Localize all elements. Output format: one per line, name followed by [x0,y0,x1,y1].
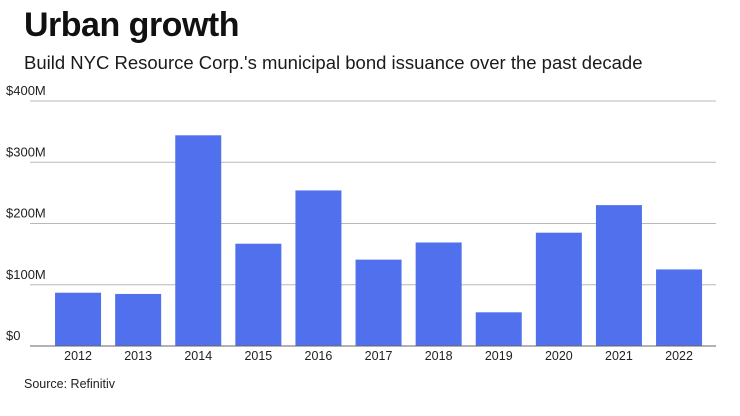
y-tick-label: $200M [6,206,46,221]
x-tick-label: 2017 [365,349,393,363]
bar [175,135,222,346]
bar [656,269,703,346]
source-note: Source: Refinitiv [24,377,116,391]
bar [475,312,522,346]
bar [55,292,102,346]
bar [355,259,402,346]
bar [415,242,462,346]
chart-title: Urban growth [24,6,239,44]
bar [295,190,342,346]
y-tick-label: $100M [6,267,46,282]
bar [535,232,582,346]
x-tick-label: 2018 [425,349,453,363]
x-tick-label: 2015 [244,349,272,363]
x-tick-label: 2019 [485,349,513,363]
bar [595,205,642,346]
bar [235,243,282,346]
x-tick-label: 2021 [605,349,633,363]
y-tick-label: $400M [6,83,46,98]
chart-subtitle: Build NYC Resource Corp.'s municipal bon… [24,52,643,73]
x-tick-label: 2014 [184,349,212,363]
x-tick-label: 2020 [545,349,573,363]
y-tick-label: $0 [6,328,20,343]
bar [115,293,162,346]
x-tick-label: 2022 [665,349,693,363]
x-tick-label: 2016 [305,349,333,363]
x-tick-label: 2012 [64,349,92,363]
y-tick-label: $300M [6,144,46,159]
x-tick-label: 2013 [124,349,152,363]
